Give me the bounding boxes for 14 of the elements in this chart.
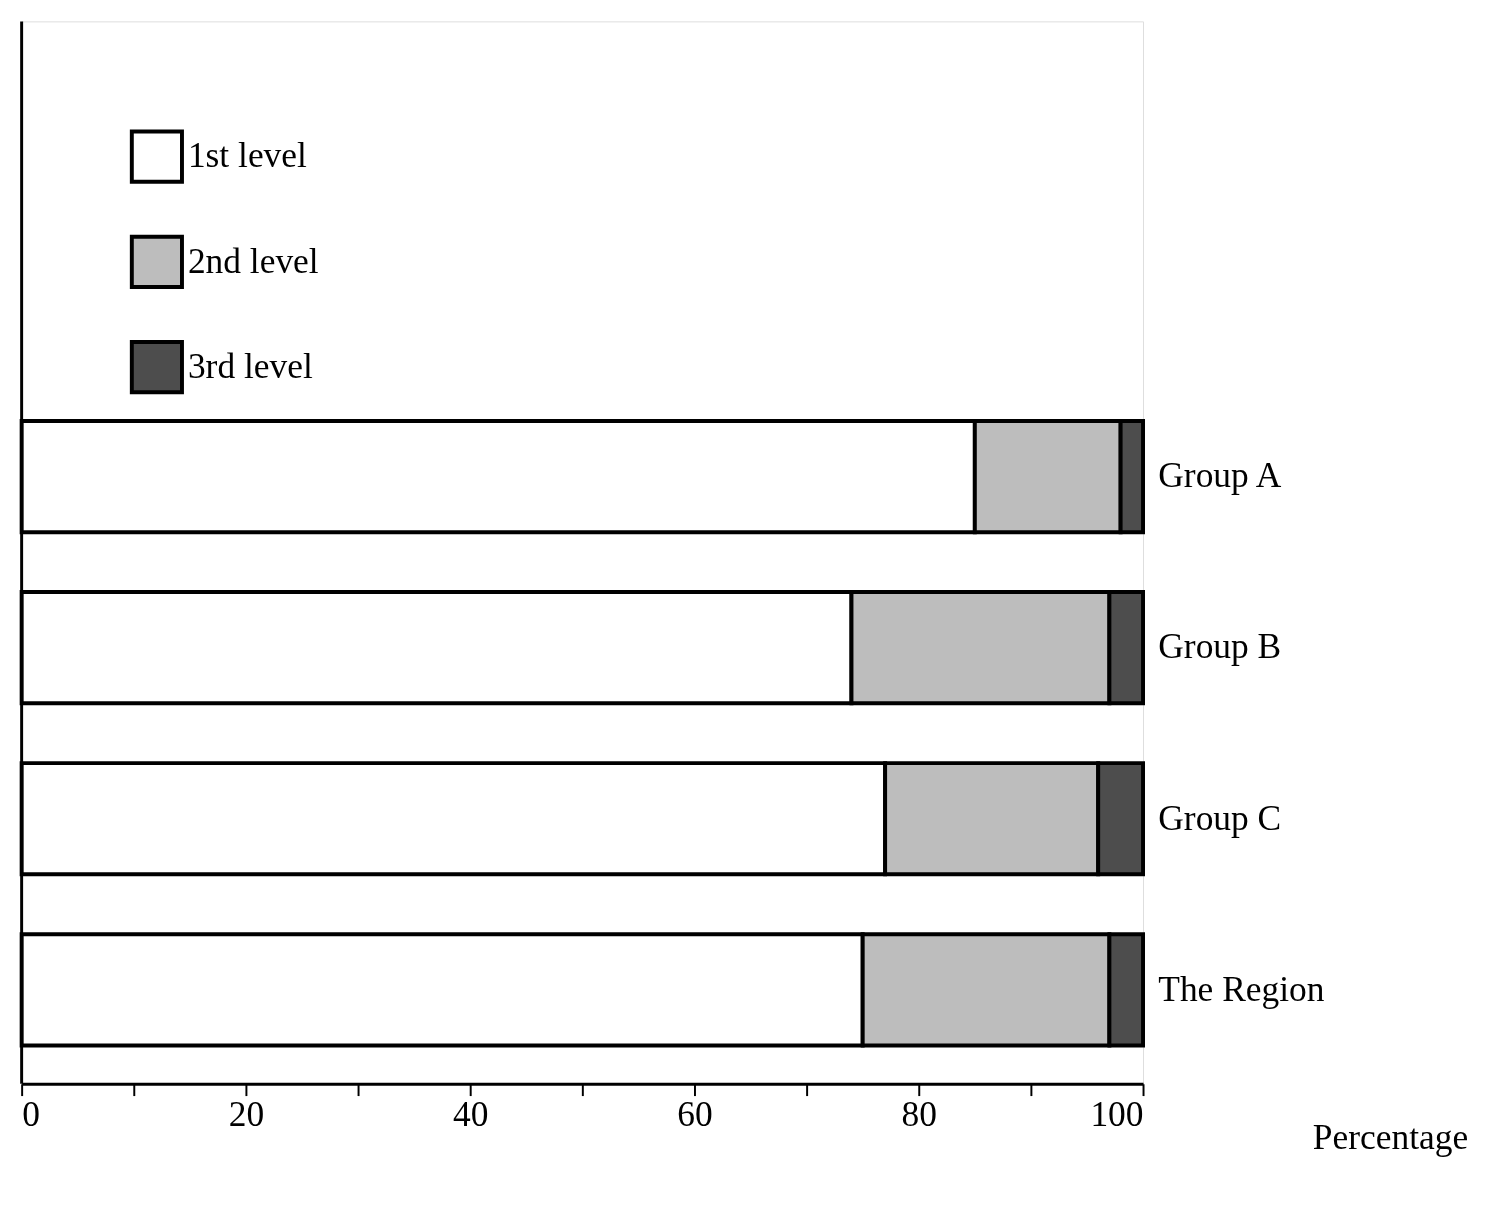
legend-label: 2nd level (187, 240, 319, 281)
x-tick-label: 40 (452, 1093, 489, 1134)
y-tick-label: Group A (1158, 455, 1282, 496)
x-axis-title: Percentage (1312, 1117, 1469, 1158)
y-tick-label: Group B (1158, 626, 1282, 667)
x-tick-label: 80 (901, 1093, 937, 1134)
x-tick-label: 20 (228, 1093, 265, 1134)
legend-label: 1st level (187, 135, 308, 176)
legend-label: 3rd level (187, 345, 313, 386)
y-tick-label: The Region (1158, 968, 1325, 1009)
x-tick-label: 0 (22, 1093, 40, 1134)
x-tick-label: 100 (1090, 1093, 1144, 1134)
x-tick-label: 60 (677, 1093, 713, 1134)
y-tick-label: Group C (1158, 797, 1282, 838)
